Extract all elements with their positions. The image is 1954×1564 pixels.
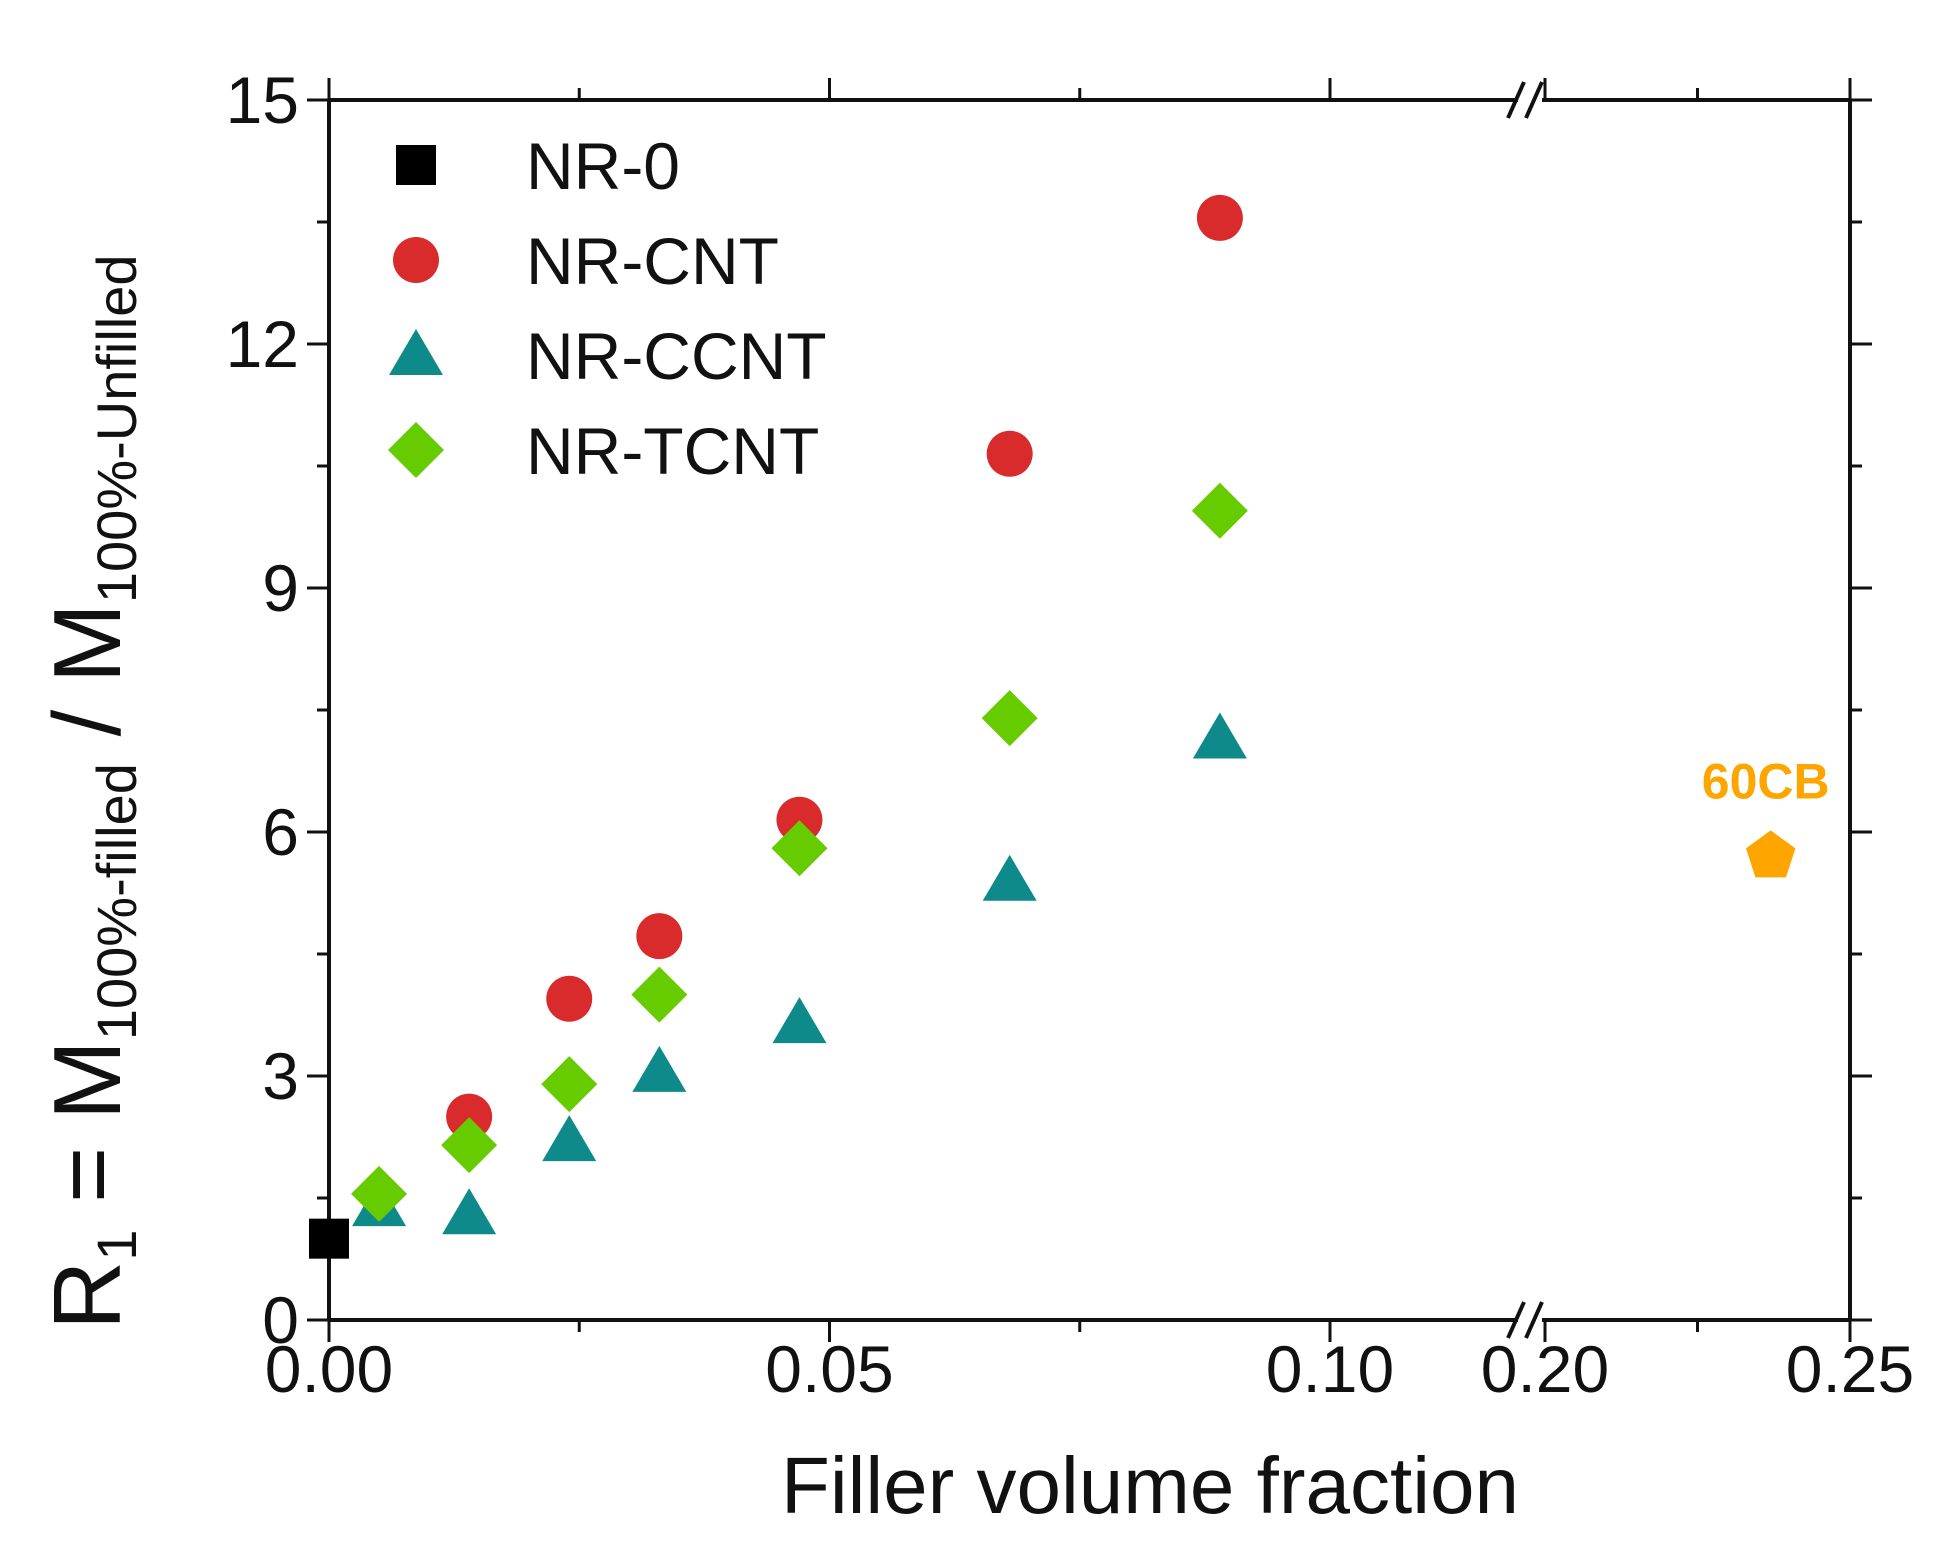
legend-label-nr-ccnt: NR-CCNT	[526, 319, 827, 393]
y-label-equals: = M	[34, 1040, 141, 1229]
point-nr-cnt	[546, 975, 593, 1022]
axis-break-mark	[1506, 1301, 1526, 1339]
y-tick-label: 9	[262, 551, 299, 625]
point-nr-tcnt	[771, 820, 828, 877]
legend-marker-nr-0	[396, 145, 436, 185]
point-nr-ccnt	[442, 1188, 497, 1235]
point-nr-tcnt	[1191, 482, 1248, 539]
y-label-denominator-subscript: 100%-Unfilled	[85, 254, 148, 603]
legend-label-nr-0: NR-0	[526, 129, 680, 203]
point-nr-cnt	[986, 430, 1033, 477]
tick-labels: 0.00 0.05 0.10 0.20 0.25 0 3 6 9 12 15	[226, 63, 1915, 1406]
x-tick-label: 0.05	[765, 1332, 893, 1406]
legend-marker-nr-tcnt	[388, 422, 444, 478]
y-axis-label: R1 = M100%-filled / M100%-Unfilled	[34, 254, 148, 1330]
y-label-prefix-subscript: 1	[85, 1230, 148, 1261]
point-nr-ccnt	[772, 997, 827, 1044]
point-nr-tcnt	[981, 690, 1038, 747]
point-nr-cnt	[1196, 194, 1243, 241]
point-nr-ccnt	[632, 1045, 687, 1092]
legend: NR-0 NR-CNT NR-CCNT NR-TCNT	[388, 129, 827, 488]
point-nr-cnt	[776, 796, 823, 843]
annotations: 60CB	[1702, 753, 1830, 809]
point-nr-ccnt	[982, 854, 1037, 901]
point-nr-cnt	[446, 1093, 493, 1140]
axis-break-mark	[1506, 81, 1526, 119]
point-nr-cnt	[636, 913, 683, 960]
legend-label-nr-cnt: NR-CNT	[526, 224, 779, 298]
y-label-prefix: R	[34, 1261, 141, 1330]
y-tick-label: 6	[262, 795, 299, 869]
x-axis-label: Filler volume fraction	[781, 1441, 1519, 1530]
x-tick-label: 0.00	[265, 1332, 393, 1406]
axis-ticks	[307, 78, 1872, 1342]
y-label-slash: / M	[34, 603, 141, 763]
x-tick-label: 0.10	[1266, 1332, 1394, 1406]
y-tick-label: 0	[262, 1283, 299, 1357]
legend-label-nr-tcnt: NR-TCNT	[526, 414, 819, 488]
y-label-numerator-subscript: 100%-filled	[85, 763, 148, 1040]
y-tick-label: 3	[262, 1039, 299, 1113]
legend-marker-nr-ccnt	[389, 329, 443, 375]
point-nr-tcnt	[541, 1056, 598, 1113]
y-tick-label: 15	[226, 63, 299, 137]
point-nr-0	[309, 1218, 349, 1259]
axis-break-mark	[1524, 1301, 1544, 1339]
axis-break-mark	[1524, 81, 1544, 119]
point-nr-tcnt	[441, 1117, 498, 1174]
point-nr-ccnt	[1192, 712, 1247, 759]
point-nr-tcnt	[351, 1165, 408, 1222]
y-tick-label: 12	[226, 307, 299, 381]
annotation-60cb: 60CB	[1702, 753, 1830, 809]
x-tick-label: 0.25	[1786, 1332, 1914, 1406]
data-markers	[309, 194, 1796, 1259]
x-tick-label: 0.20	[1481, 1332, 1609, 1406]
point-nr-tcnt	[631, 966, 688, 1023]
legend-marker-nr-cnt	[393, 237, 439, 283]
point-nr-ccnt	[542, 1115, 597, 1162]
point-60cb	[1746, 830, 1796, 878]
